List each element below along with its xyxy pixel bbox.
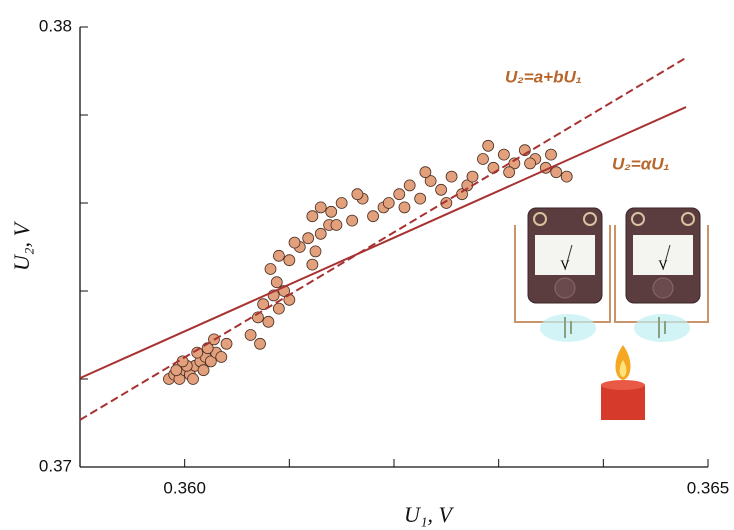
x-axis-label: U₁, V [404, 502, 455, 527]
data-point [351, 188, 364, 201]
x-tick-label: 0.365 [687, 478, 730, 497]
data-point [414, 192, 427, 205]
data-point [445, 170, 458, 183]
data-point [314, 201, 327, 214]
y-axis-label: U₂, V [9, 220, 34, 271]
data-point [309, 245, 322, 258]
y-tick-label: 0.38 [39, 16, 72, 35]
meter-unit: V [560, 257, 570, 272]
data-point [330, 219, 343, 231]
data-point [440, 197, 453, 209]
data-point [306, 210, 319, 223]
data-point [288, 236, 301, 249]
illustration: V V [514, 207, 709, 420]
data-point [550, 166, 563, 179]
data-point [325, 205, 338, 218]
data-point [560, 170, 573, 183]
data-point [244, 329, 257, 341]
meter-unit: V [658, 257, 668, 272]
data-point [477, 153, 489, 165]
data-point [545, 148, 557, 161]
data-point [497, 148, 510, 161]
line-label: U₂=a+bU₁ [505, 67, 582, 86]
data-point [367, 210, 379, 223]
data-point [272, 249, 285, 262]
data-point [220, 337, 233, 350]
data-point [346, 214, 359, 227]
data-point [466, 170, 479, 183]
data-point [393, 188, 406, 201]
fit-line [79, 56, 687, 421]
data-point [524, 157, 536, 170]
data-point [314, 227, 327, 240]
data-point [191, 346, 204, 359]
data-point [262, 315, 275, 328]
data-point [482, 139, 495, 152]
data-point [270, 276, 283, 289]
data-point [264, 263, 277, 275]
data-point [382, 197, 395, 209]
data-point [398, 201, 411, 214]
data-point [187, 373, 199, 385]
data-point [283, 254, 296, 267]
data-point [272, 302, 285, 315]
data-point [257, 298, 270, 311]
data-point [435, 183, 448, 196]
data-point [215, 351, 228, 363]
data-point [254, 337, 266, 350]
data-point [335, 197, 348, 209]
data-point [403, 179, 416, 192]
data-point [419, 166, 432, 179]
data-point [424, 175, 437, 187]
y-tick-label: 0.37 [39, 456, 72, 475]
data-point [204, 355, 217, 368]
data-point [197, 364, 210, 377]
data-point [306, 258, 319, 271]
line-label: U₂=αU₁ [612, 154, 670, 173]
data-point [302, 232, 315, 245]
data-point [503, 166, 516, 179]
fit-line [79, 106, 687, 380]
data-point [170, 364, 183, 377]
x-tick-label: 0.360 [163, 478, 206, 497]
